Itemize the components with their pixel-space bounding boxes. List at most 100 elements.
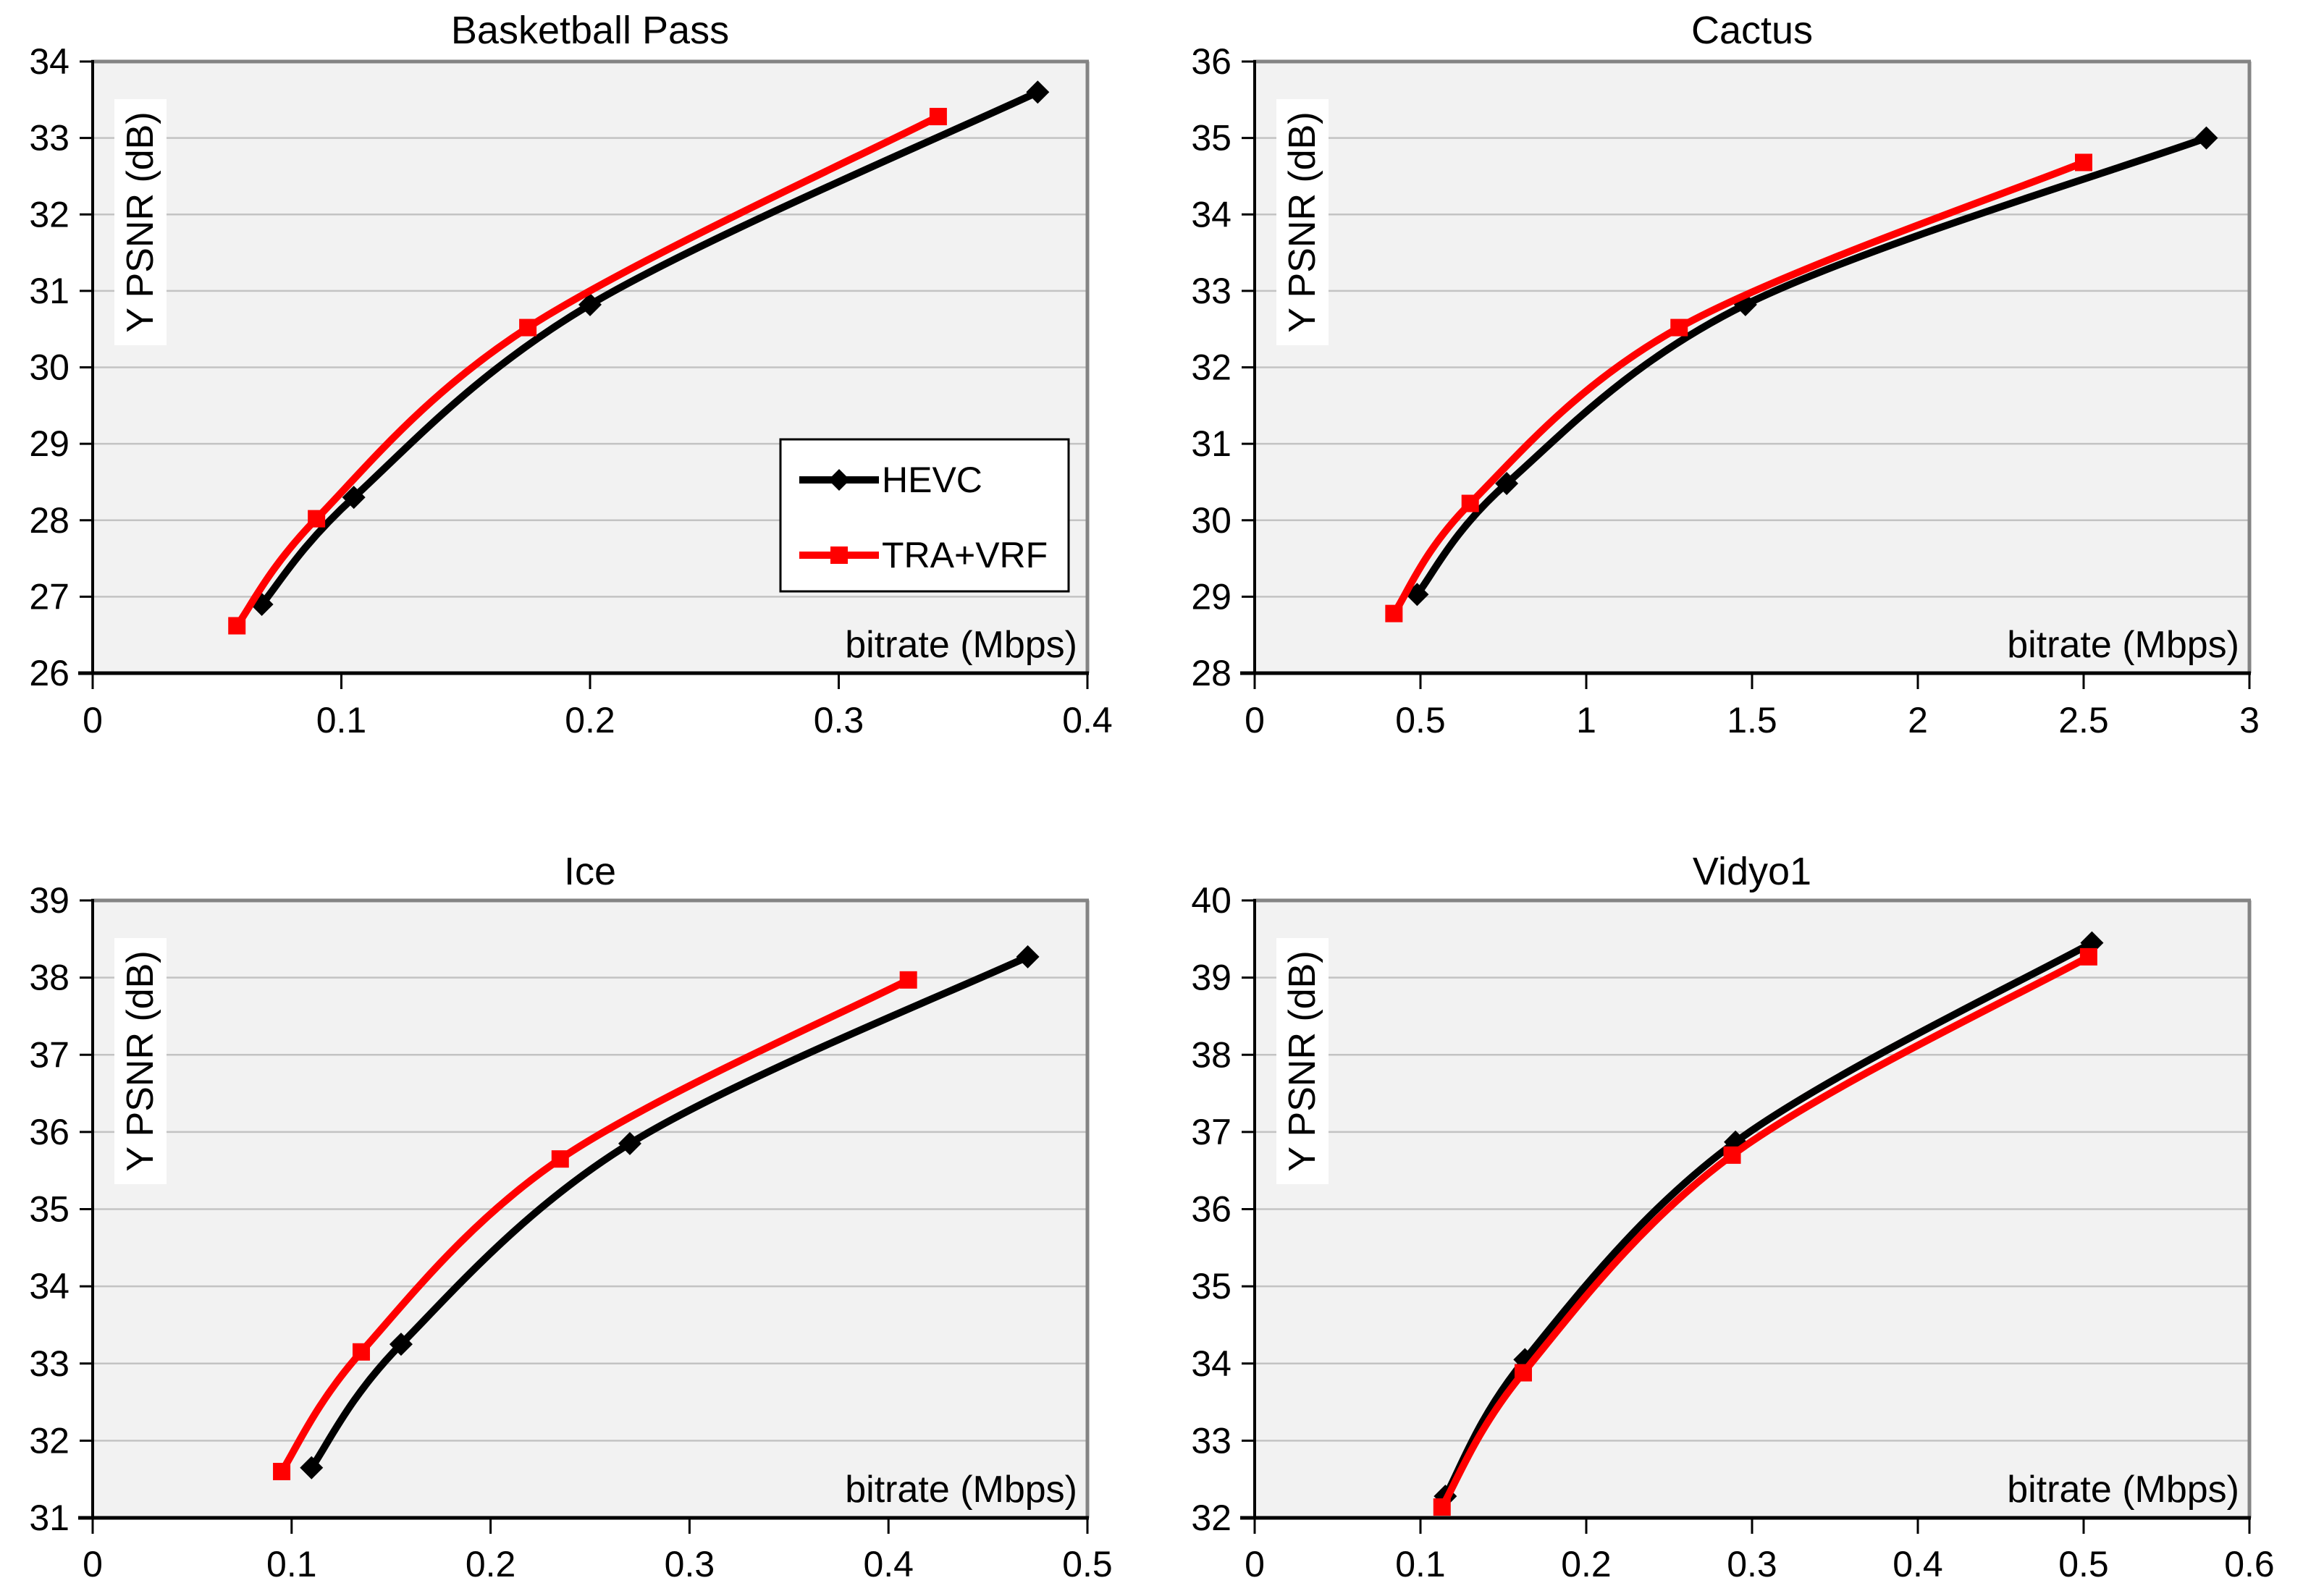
y-axis-label-text: Y PSNR (dB): [1281, 111, 1323, 332]
y-tick-label: 31: [29, 1498, 70, 1538]
y-axis-label-text: Y PSNR (dB): [119, 111, 161, 332]
x-tick-label: 0.5: [2058, 1544, 2109, 1583]
data-point-tra-vrf: [899, 971, 917, 989]
y-tick-label: 28: [29, 500, 70, 541]
x-tick-label: 0.1: [266, 1544, 317, 1583]
y-tick-label: 36: [1191, 41, 1232, 82]
y-axis-label: Y PSNR (dB): [1276, 938, 1329, 1184]
chart-title: Basketball Pass: [451, 9, 729, 52]
y-tick-label: 39: [29, 880, 70, 921]
chart-title: Vidyo1: [1693, 850, 1811, 893]
data-point-tra-vrf: [519, 318, 537, 337]
x-tick-label: 0: [1245, 1544, 1265, 1583]
y-tick-label: 32: [1191, 347, 1232, 388]
y-tick-label: 33: [1191, 271, 1232, 311]
y-tick-label: 33: [29, 1343, 70, 1384]
x-tick-label: 3: [2239, 700, 2260, 740]
y-axis-label: Y PSNR (dB): [114, 99, 167, 345]
x-tick-label: 0.4: [1893, 1544, 1943, 1583]
data-point-hevc: [2194, 126, 2218, 150]
data-point-tra-vrf: [308, 510, 326, 528]
series-line-tra-vrf: [278, 976, 910, 1474]
x-tick-label: 0.5: [1062, 1544, 1113, 1583]
y-axis-label-bg: [114, 938, 167, 1184]
x-tick-label: 0.4: [863, 1544, 914, 1583]
x-tick-label: 1.5: [1727, 700, 1777, 740]
y-tick-label: 35: [29, 1189, 70, 1230]
chart-title: Cactus: [1691, 9, 1813, 52]
y-tick-label: 32: [29, 1420, 70, 1461]
y-axis-label-text: Y PSNR (dB): [1281, 950, 1323, 1171]
series-line-hevc: [1442, 940, 2094, 1498]
x-tick-label: 0: [1245, 700, 1265, 740]
y-tick-label: 37: [1191, 1112, 1232, 1152]
y-tick-label: 37: [29, 1034, 70, 1075]
data-point-tra-vrf: [352, 1343, 370, 1361]
chart-panel-cactus: 28 29 30 31 32 33 34 35 36 0 0.5 1 1.5 2 2.5 3 Cactus Y P…: [1162, 0, 2324, 791]
y-tick-label: 34: [29, 1266, 70, 1306]
y-tick-label: 32: [1191, 1498, 1232, 1538]
x-tick-label: 0.2: [565, 700, 615, 740]
y-tick-label: 38: [29, 958, 70, 998]
x-tick-label: 0.6: [2224, 1544, 2275, 1583]
chart-ice: 31 32 33 34 35 36 37 38 39 0 0.1 0.2 0.3 0.4 0.5 Ice Y P…: [29, 850, 1113, 1583]
y-tick-label: 36: [29, 1112, 70, 1152]
y-tick-label: 34: [29, 41, 70, 82]
data-point-tra-vrf: [2079, 947, 2097, 966]
data-point-tra-vrf: [228, 617, 246, 635]
data-point-hevc: [2080, 931, 2104, 955]
y-tick-label: 40: [1191, 880, 1232, 921]
x-tick-label: 0: [83, 1544, 103, 1583]
y-tick-label: 33: [29, 118, 70, 159]
x-axis-label: bitrate (Mbps): [2007, 624, 2239, 666]
chart-panel-vidyo1: 32 33 34 35 36 37 38 39 40 0 0.1 0.2 0.3 0.4 0.5 0.6 Vid…: [1162, 792, 2324, 1583]
chart-vidyo1: 32 33 34 35 36 37 38 39 40 0 0.1 0.2 0.3 0.4 0.5 0.6 Vid…: [1191, 850, 2275, 1583]
x-tick-label: 1: [1576, 700, 1596, 740]
x-tick-label: 0: [83, 700, 103, 740]
y-tick-label: 34: [1191, 1343, 1232, 1384]
data-point-hevc: [342, 486, 366, 510]
x-axis-label: bitrate (Mbps): [845, 1469, 1077, 1511]
y-tick-label: 28: [1191, 653, 1232, 693]
legend-box: [779, 438, 1070, 593]
y-tick-label: 35: [1191, 118, 1232, 159]
data-point-tra-vrf: [1670, 318, 1688, 337]
y-axis-label-text: Y PSNR (dB): [119, 950, 161, 1171]
y-tick-label: 29: [1191, 576, 1232, 617]
y-axis-label: Y PSNR (dB): [1276, 99, 1329, 345]
series-line-tra-vrf: [234, 113, 940, 628]
y-tick-label: 29: [29, 423, 70, 464]
y-tick-label: 34: [1191, 194, 1232, 235]
y-tick-label: 30: [1191, 500, 1232, 541]
data-point-hevc: [1026, 80, 1050, 104]
x-tick-label: 0.2: [1561, 1544, 1612, 1583]
y-tick-label: 36: [1191, 1189, 1232, 1230]
x-tick-label: 0.4: [1062, 700, 1113, 740]
data-point-tra-vrf: [1385, 604, 1403, 622]
y-tick-label: 32: [29, 194, 70, 235]
x-tick-label: 0.3: [665, 1544, 715, 1583]
data-point-tra-vrf: [1433, 1498, 1451, 1516]
data-point-hevc: [1495, 472, 1519, 496]
series-line-hevc: [258, 88, 1040, 607]
x-axis-label: bitrate (Mbps): [845, 624, 1077, 666]
data-point-tra-vrf: [929, 108, 947, 126]
y-tick-label: 31: [29, 271, 70, 311]
x-tick-label: 0.1: [316, 700, 367, 740]
y-tick-label: 33: [1191, 1420, 1232, 1461]
data-point-hevc: [618, 1131, 641, 1155]
x-tick-label: 0.5: [1395, 700, 1446, 740]
y-axis-label-bg: [1276, 99, 1329, 345]
y-axis-label: Y PSNR (dB): [114, 938, 167, 1184]
series-line-hevc: [308, 953, 1030, 1470]
series-line-hevc: [1414, 134, 2208, 597]
legend: HEVC TRA+VRF: [779, 438, 1070, 593]
y-tick-label: 38: [1191, 1034, 1232, 1075]
y-tick-label: 27: [29, 576, 70, 617]
x-axis-label: bitrate (Mbps): [2007, 1469, 2239, 1511]
y-tick-label: 35: [1191, 1266, 1232, 1306]
x-tick-label: 0.1: [1395, 1544, 1446, 1583]
data-point-tra-vrf: [551, 1150, 569, 1168]
data-point-hevc: [300, 1456, 324, 1479]
